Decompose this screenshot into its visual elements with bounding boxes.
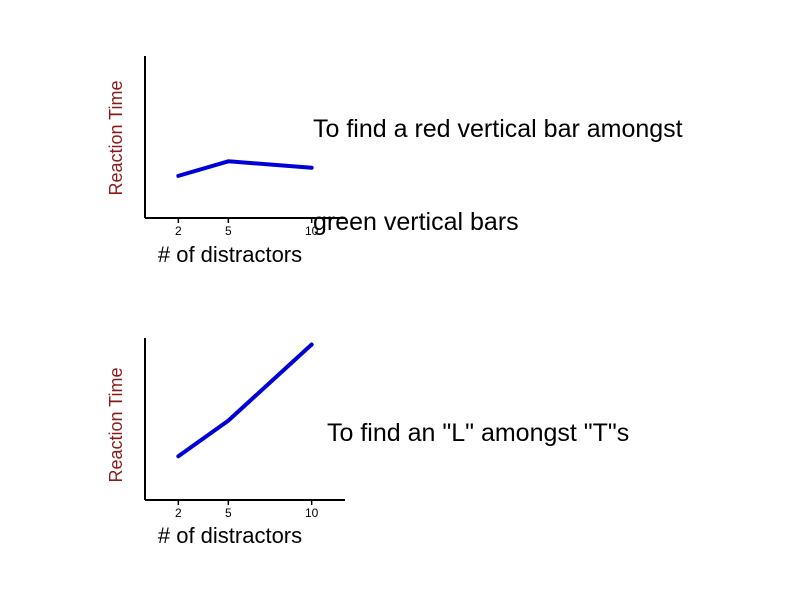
chart1-y-axis-label: Reaction Time <box>106 80 126 195</box>
chart2-x-tick-label: 5 <box>225 506 232 520</box>
chart1-series-line <box>176 159 314 178</box>
chart2-y-axis-label: Reaction Time <box>106 367 126 482</box>
chart2-x-axis-label: # of distractors <box>158 523 302 548</box>
chart2-title-line-1: To find an "L" amongst "T"s <box>327 419 630 447</box>
chart2-series-line <box>176 342 314 459</box>
chart1-x-tick-label: 5 <box>225 224 232 238</box>
chart2-x-tick-label: 2 <box>175 506 182 520</box>
chart1-title: To find a red vertical bar amongst green… <box>313 52 683 269</box>
chart1-x-tick-label: 10 <box>305 224 319 238</box>
chart2-plot: 2 5 10# of distractors Reaction Time <box>106 338 345 548</box>
chart1-title-line-1: To find a red vertical bar amongst <box>313 115 683 143</box>
chart1-x-tick-label: 2 <box>175 224 182 238</box>
chart1-title-line-2: green vertical bars <box>313 208 519 236</box>
chart1-x-axis-label: # of distractors <box>158 242 302 267</box>
chart2-title: To find an "L" amongst "T"s <box>327 356 629 480</box>
chart2-x-tick-label: 10 <box>305 506 319 520</box>
chart1-plot: 2 5 10# of distractors Reaction Time <box>106 56 345 267</box>
